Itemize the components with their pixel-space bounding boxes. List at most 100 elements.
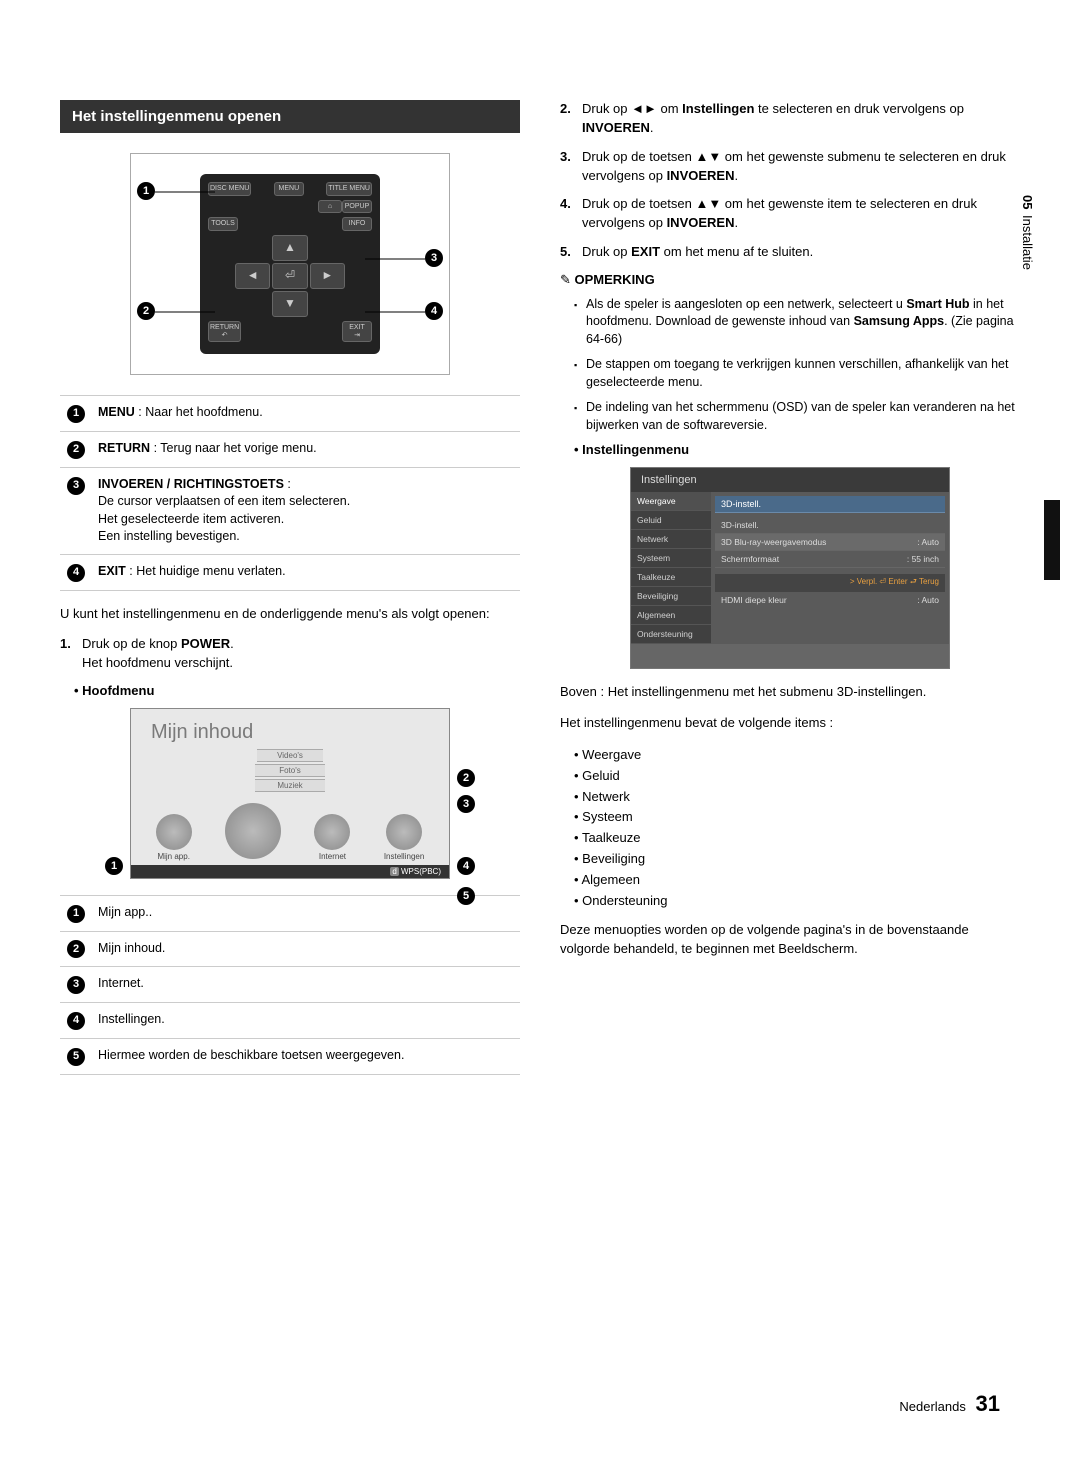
callout-4: 4 — [425, 302, 443, 320]
step-item: 3.Druk op de toetsen ▲▼ om het gewenste … — [560, 148, 1020, 186]
settings-row: HDMI diepe kleur: Auto — [715, 592, 945, 608]
list-item: Taalkeuze — [574, 828, 1020, 849]
caption-above: Boven : Het instellingenmenu met het sub… — [560, 683, 1020, 702]
shot-categories: Video's Foto's Muziek — [131, 748, 449, 793]
table-row: 4EXIT : Het huidige menu verlaten. — [60, 554, 520, 590]
items-list: Weergave Geluid Netwerk Systeem Taalkeuz… — [560, 745, 1020, 911]
table-row: 4Instellingen. — [60, 1003, 520, 1039]
callout-3: 3 — [425, 249, 443, 267]
footer-lang: Nederlands — [899, 1399, 966, 1414]
note-list: Als de speler is aangesloten op een netw… — [560, 296, 1020, 435]
settings-row: Schermformaat: 55 inch — [715, 551, 945, 568]
list-item: Geluid — [574, 766, 1020, 787]
instellingenmenu-label: Instellingenmenu — [574, 442, 1020, 457]
step-item: 4.Druk op de toetsen ▲▼ om het gewenste … — [560, 195, 1020, 233]
settings-row: 3D-instell. — [715, 517, 945, 534]
step-item: 1. Druk op de knop POWER. Het hoofdmenu … — [60, 635, 520, 673]
table-row: 2Mijn inhoud. — [60, 931, 520, 967]
list-item: Ondersteuning — [574, 891, 1020, 912]
shot-icon-item — [225, 803, 281, 861]
step-item: 5.Druk op EXIT om het menu af te sluiten… — [560, 243, 1020, 262]
shot-icon-item: Internet — [314, 814, 350, 861]
shot-icon-item: Mijn app. — [156, 814, 192, 861]
step-text: Druk op ◄► om Instellingen te selecteren… — [582, 100, 1020, 138]
right-arrow: ► — [310, 263, 345, 289]
manual-page: 05 Installatie Het instellingenmenu open… — [0, 0, 1080, 1477]
table-row: 1Mijn app.. — [60, 896, 520, 932]
callout-2: 2 — [137, 302, 155, 320]
down-arrow: ▼ — [272, 291, 307, 317]
shot-icon-item: Instellingen — [384, 814, 424, 861]
exit-btn: EXIT⇥ — [342, 321, 372, 342]
edge-marker — [1044, 500, 1060, 580]
list-item: Systeem — [574, 807, 1020, 828]
settings-row: 3D Blu-ray-weergavemodus: Auto — [715, 534, 945, 551]
table-row: 3Internet. — [60, 967, 520, 1003]
list-item: Netwerk — [574, 787, 1020, 808]
callout-1: 1 — [137, 182, 155, 200]
callout-line — [155, 191, 215, 193]
chapter-title: Installatie — [1020, 215, 1035, 270]
callout-line — [365, 258, 425, 260]
shot-callout-1: 1 — [105, 857, 123, 875]
settings-screenshot: Instellingen Weergave Geluid Netwerk Sys… — [630, 467, 950, 669]
left-arrow: ◄ — [235, 263, 270, 289]
table-row: 3INVOEREN / RICHTINGSTOETS : De cursor v… — [60, 467, 520, 554]
right-column: 2.Druk op ◄► om Instellingen te selecter… — [560, 100, 1020, 1089]
list-item: Weergave — [574, 745, 1020, 766]
table-row: 5Hiermee worden de beschikbare toetsen w… — [60, 1038, 520, 1074]
note-item: De indeling van het schermmenu (OSD) van… — [574, 399, 1020, 434]
shot-callout-3: 3 — [457, 795, 475, 813]
footer-page-number: 31 — [976, 1391, 1000, 1416]
settings-header: Instellingen — [631, 468, 949, 492]
enter-btn: ⏎ — [272, 263, 307, 289]
shot-callout-5: 5 — [457, 887, 475, 905]
settings-main: 3D-instell. 3D-instell. 3D Blu-ray-weerg… — [711, 492, 949, 644]
left-column: Het instellingenmenu openen DISC MENU ME… — [60, 100, 520, 1089]
list-item: Algemeen — [574, 870, 1020, 891]
popup-btn: POPUP — [342, 200, 372, 214]
list-item: Beveiliging — [574, 849, 1020, 870]
callout-line — [365, 311, 425, 313]
hoofdmenu-label: Hoofdmenu — [74, 683, 520, 698]
info-btn: INFO — [342, 217, 372, 231]
dpad: ▲ ◄ ⏎ ► ▼ — [235, 235, 345, 317]
step-list-left: 1. Druk op de knop POWER. Het hoofdmenu … — [60, 635, 520, 673]
opmerking-heading: OPMERKING — [560, 272, 1020, 288]
shot-title: Mijn inhoud — [131, 709, 449, 748]
caption-contains: Het instellingenmenu bevat de volgende i… — [560, 714, 1020, 733]
tools-btn: TOOLS — [208, 217, 238, 231]
shot-footer: d WPS(PBC) — [131, 865, 449, 878]
step-item: 2.Druk op ◄► om Instellingen te selecter… — [560, 100, 1020, 138]
step-list-right: 2.Druk op ◄► om Instellingen te selecter… — [560, 100, 1020, 262]
step-text: Druk op EXIT om het menu af te sluiten. — [582, 243, 813, 262]
intro-text: U kunt het instellingenmenu en de onderl… — [60, 605, 520, 624]
remote-body: DISC MENU MENU TITLE MENU ⌂ POPUP TOOLS … — [200, 174, 380, 354]
remote-legend-table: 1MENU : Naar het hoofdmenu. 2RETURN : Te… — [60, 395, 520, 590]
shot-icons: Mijn app. Internet Instellingen — [131, 793, 449, 865]
hoofdmenu-screenshot: Mijn inhoud Video's Foto's Muziek Mijn a… — [130, 708, 450, 879]
step-text: Druk op de toetsen ▲▼ om het gewenste it… — [582, 195, 1020, 233]
hoofdmenu-legend-table: 1Mijn app.. 2Mijn inhoud. 3Internet. 4In… — [60, 895, 520, 1075]
step-text: Druk op de toetsen ▲▼ om het gewenste su… — [582, 148, 1020, 186]
shot-callout-4: 4 — [457, 857, 475, 875]
table-row: 1MENU : Naar het hoofdmenu. — [60, 396, 520, 432]
section-header: Het instellingenmenu openen — [60, 100, 520, 133]
menu-btn: MENU — [274, 182, 304, 196]
table-row: 2RETURN : Terug naar het vorige menu. — [60, 432, 520, 468]
settings-hint-bar: > Verpl. ⏎ Enter ⮐ Terug — [715, 574, 945, 592]
up-arrow: ▲ — [272, 235, 307, 261]
return-btn: RETURN↶ — [208, 321, 241, 342]
title-menu-btn: TITLE MENU — [326, 182, 372, 196]
home-icon: ⌂ — [318, 200, 342, 214]
closing-text: Deze menuopties worden op de volgende pa… — [560, 921, 1020, 959]
callout-line — [155, 311, 215, 313]
settings-nav: Weergave Geluid Netwerk Systeem Taalkeuz… — [631, 492, 711, 644]
chapter-tab: 05 Installatie — [1020, 195, 1040, 270]
note-item: De stappen om toegang te verkrijgen kunn… — [574, 356, 1020, 391]
note-item: Als de speler is aangesloten op een netw… — [574, 296, 1020, 349]
shot-callout-2: 2 — [457, 769, 475, 787]
disc-menu-btn: DISC MENU — [208, 182, 251, 196]
page-footer: Nederlands 31 — [899, 1391, 1000, 1417]
chapter-number: 05 — [1020, 195, 1035, 209]
